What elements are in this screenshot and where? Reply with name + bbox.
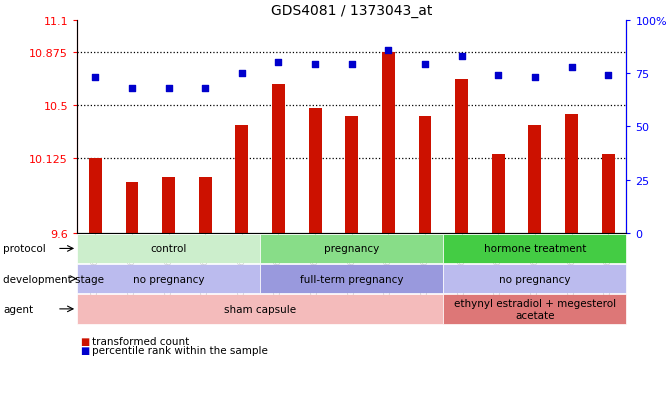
Point (603, 73, 614, 79)
Bar (529, 126, 541, 233)
Bar (199, 178, 212, 233)
Text: hormone treatment: hormone treatment (484, 244, 586, 254)
Text: ■: ■ (80, 346, 90, 356)
Bar (492, 154, 505, 233)
Bar (125, 182, 139, 233)
Bar (382, 52, 395, 233)
Text: development stage: development stage (3, 274, 105, 284)
Point (566, 64, 577, 71)
Text: transformed count: transformed count (92, 337, 189, 347)
Bar (455, 80, 468, 233)
Point (127, 85, 137, 92)
Point (456, 54, 467, 60)
Point (529, 75, 540, 81)
Bar (419, 117, 431, 233)
Text: full-term pregnancy: full-term pregnancy (300, 274, 403, 284)
Text: ■: ■ (80, 337, 90, 347)
Point (310, 62, 320, 69)
Title: GDS4081 / 1373043_at: GDS4081 / 1373043_at (271, 4, 432, 18)
Point (346, 62, 357, 69)
Text: sham capsule: sham capsule (224, 304, 296, 314)
Text: percentile rank within the sample: percentile rank within the sample (92, 346, 268, 356)
Point (383, 47, 394, 54)
Bar (162, 178, 175, 233)
Point (419, 62, 430, 69)
Bar (235, 126, 249, 233)
Bar (309, 109, 322, 233)
Text: pregnancy: pregnancy (324, 244, 379, 254)
Bar (345, 117, 358, 233)
Text: agent: agent (3, 304, 34, 314)
Bar (272, 84, 285, 233)
Bar (565, 114, 578, 233)
Text: no pregnancy: no pregnancy (133, 274, 204, 284)
Point (237, 71, 247, 77)
Bar (89, 159, 102, 233)
Point (90, 75, 100, 81)
Point (200, 85, 210, 92)
Bar (602, 154, 614, 233)
Point (493, 73, 504, 79)
Text: no pregnancy: no pregnancy (499, 274, 571, 284)
Text: protocol: protocol (3, 244, 46, 254)
Point (163, 85, 174, 92)
Text: ethynyl estradiol + megesterol
acetate: ethynyl estradiol + megesterol acetate (454, 298, 616, 320)
Text: control: control (151, 244, 187, 254)
Point (273, 60, 284, 66)
